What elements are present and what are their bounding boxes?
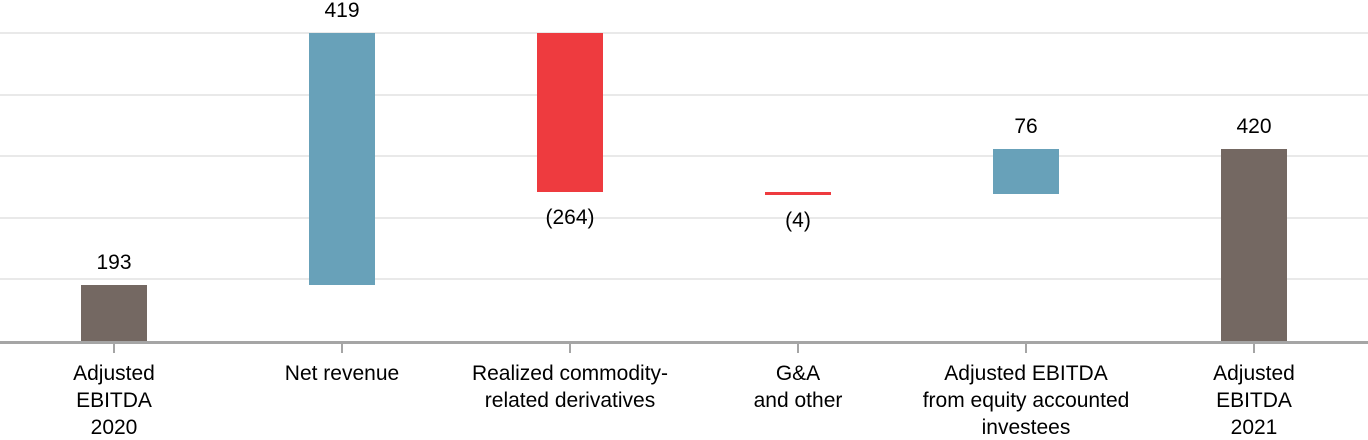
axis-tick	[569, 343, 571, 353]
waterfall-bar-total	[81, 285, 147, 341]
category-label-line: Adjusted	[73, 362, 155, 385]
category-label-line: related derivatives	[484, 389, 656, 412]
category-label-line: from equity accounted	[922, 389, 1130, 412]
category-label: Realized commodity-related derivatives	[456, 360, 684, 414]
waterfall-bar-decrease	[537, 33, 603, 192]
axis-tick	[797, 343, 799, 353]
gridline	[0, 93, 1368, 96]
value-label: 76	[1014, 114, 1038, 138]
gridline	[0, 278, 1368, 281]
category-label-line: and other	[753, 389, 843, 412]
category-label-line: Adjusted	[1213, 362, 1295, 385]
category-label-line: investees	[981, 416, 1071, 439]
axis-tick	[1253, 343, 1255, 353]
category-label: Adjusted EBITDA 2020	[0, 360, 228, 440]
value-label: (264)	[545, 205, 595, 229]
gridline	[0, 32, 1368, 34]
x-axis-line	[0, 340, 1368, 344]
waterfall-bar-decrease	[765, 191, 831, 195]
category-label-line: G&A	[775, 362, 821, 385]
category-label: Net revenue	[228, 360, 456, 387]
category-label: Adjusted EBITDA from equity accounted inve…	[912, 360, 1140, 440]
waterfall-bar-increase	[309, 33, 375, 286]
waterfall-bar-increase	[993, 148, 1059, 195]
value-label: 419	[324, 0, 360, 22]
axis-tick	[341, 343, 343, 353]
value-label: 193	[96, 251, 132, 275]
category-label-line: EBITDA	[1216, 389, 1292, 412]
category-label-line: EBITDA	[76, 389, 152, 412]
category-label: G&A and other	[684, 360, 912, 414]
category-label-line: Adjusted EBITDA	[944, 362, 1108, 385]
category-label-line: Realized commodity-	[471, 362, 669, 385]
gridline	[0, 216, 1368, 219]
value-label: 420	[1236, 114, 1272, 138]
value-label: (4)	[785, 208, 811, 232]
axis-tick	[1025, 343, 1027, 353]
axis-tick	[113, 343, 115, 353]
category-label-line: Net revenue	[284, 362, 400, 385]
gridline	[0, 155, 1368, 158]
category-label-line: 2020	[90, 416, 138, 439]
category-label-line: 2021	[1230, 416, 1278, 439]
category-label: Adjusted EBITDA 2021	[1140, 360, 1368, 440]
waterfall-bar-total	[1221, 148, 1287, 341]
